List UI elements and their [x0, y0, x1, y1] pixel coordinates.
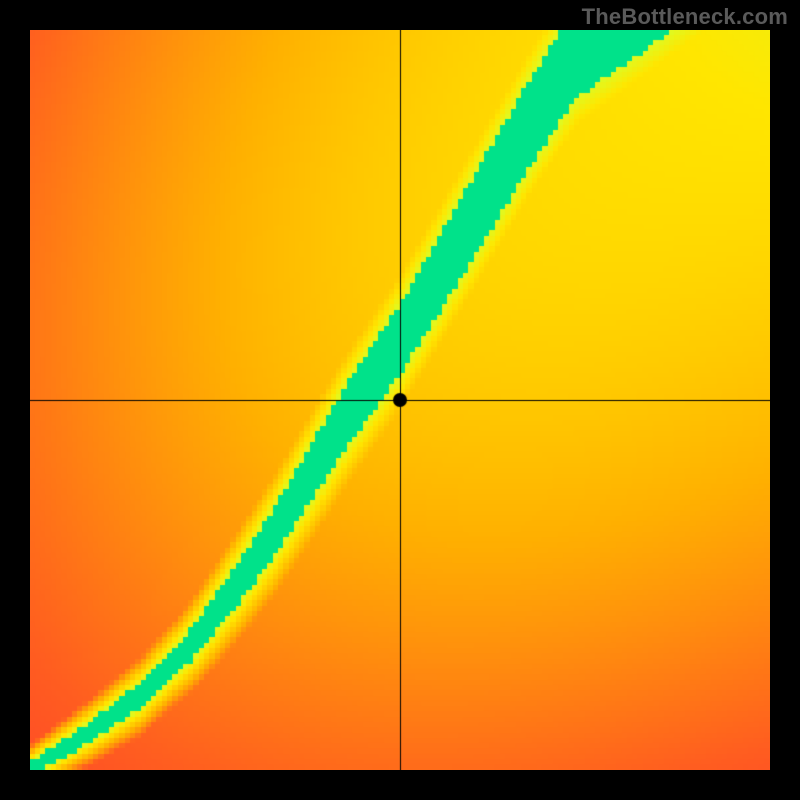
bottleneck-heatmap	[30, 30, 770, 770]
heatmap-canvas	[30, 30, 770, 770]
watermark-text: TheBottleneck.com	[582, 4, 788, 30]
